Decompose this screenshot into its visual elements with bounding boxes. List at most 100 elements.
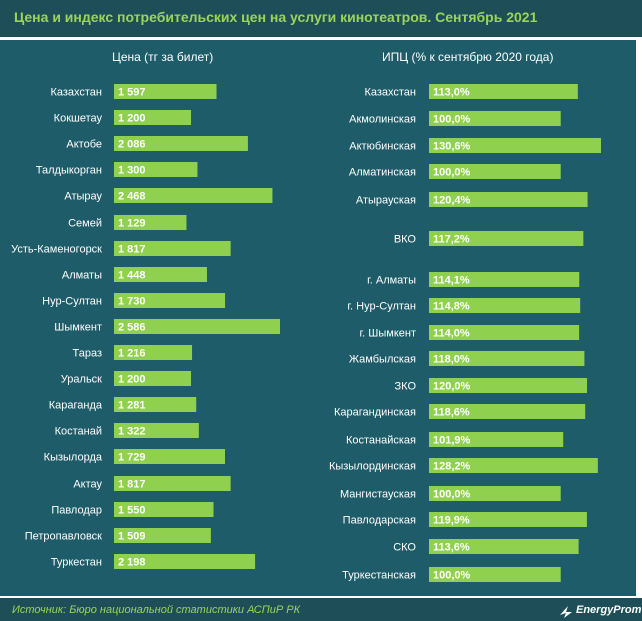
cpi-value-label: 120,4% — [433, 195, 471, 207]
cpi-bar — [429, 298, 581, 313]
price-bar — [114, 267, 207, 282]
price-category-label: Тараз — [73, 348, 103, 360]
price-bar — [114, 241, 231, 256]
cpi-bar — [429, 231, 584, 246]
price-category-label: Костанай — [55, 426, 102, 438]
price-value-label: 2 198 — [118, 557, 146, 569]
cpi-category-label: Костанайская — [346, 435, 416, 447]
price-value-label: 1 129 — [118, 218, 146, 230]
cpi-value-label: 114,8% — [433, 301, 470, 313]
cpi-bar — [429, 164, 561, 179]
price-value-label: 1 216 — [118, 348, 146, 360]
cpi-bar — [429, 111, 561, 126]
price-bar — [114, 476, 231, 491]
price-bar — [114, 502, 214, 517]
cpi-value-label: 114,1% — [433, 275, 470, 287]
cpi-category-label: Жамбылская — [349, 354, 416, 366]
cpi-category-label: г. Алматы — [367, 275, 416, 287]
price-value-label: 1 448 — [118, 270, 146, 282]
price-category-label: Талдыкорган — [36, 165, 102, 177]
cpi-category-label: Павлодарская — [343, 515, 416, 527]
price-bar — [114, 423, 199, 438]
price-bar — [114, 528, 211, 543]
cpi-category-label: ВКО — [394, 234, 417, 246]
cpi-bar — [429, 404, 586, 419]
price-bar — [114, 136, 248, 151]
price-value-label: 1 817 — [118, 479, 146, 491]
cpi-value-label: 117,2% — [433, 234, 470, 246]
cpi-bar — [429, 458, 598, 473]
cpi-value-label: 114,0% — [433, 328, 470, 340]
price-category-label: Казахстан — [50, 87, 102, 99]
price-category-label: Усть-Каменогорск — [11, 244, 102, 256]
cpi-value-label: 118,0% — [433, 354, 470, 366]
cpi-value-label: 130,6% — [433, 141, 471, 153]
price-value-label: 1 200 — [118, 374, 146, 386]
price-bar — [114, 188, 273, 203]
price-value-label: 1 281 — [118, 400, 146, 412]
cpi-value-label: 100,0% — [433, 167, 471, 179]
price-value-label: 1 729 — [118, 452, 146, 464]
cpi-category-label: Мангистауская — [340, 489, 416, 501]
cpi-bar — [429, 378, 588, 393]
price-category-label: Кокшетау — [54, 113, 103, 125]
price-value-label: 1 200 — [118, 113, 146, 125]
price-value-label: 2 468 — [118, 191, 146, 203]
cpi-value-label: 118,6% — [433, 407, 470, 419]
cpi-value-label: 120,0% — [433, 381, 471, 393]
price-value-label: 1 509 — [118, 531, 146, 543]
price-value-label: 1 730 — [118, 296, 146, 308]
price-bar — [114, 449, 225, 464]
price-chart-heading: Цена (тг за билет) — [112, 50, 214, 64]
cpi-category-label: г. Нур-Султан — [347, 301, 416, 313]
cpi-bar — [429, 567, 561, 582]
cpi-bar — [429, 272, 580, 287]
price-bar — [114, 345, 193, 360]
cpi-bar — [429, 84, 578, 99]
cpi-value-label: 119,9% — [433, 515, 470, 527]
price-bar — [114, 84, 217, 99]
chart-panel — [0, 40, 636, 596]
price-category-label: Караганда — [49, 400, 103, 412]
price-category-label: Туркестан — [51, 557, 102, 569]
price-bar — [114, 162, 198, 177]
energyprom-logo-icon — [560, 606, 572, 618]
cpi-category-label: СКО — [393, 542, 416, 554]
price-bar — [114, 110, 192, 125]
title-bar — [0, 0, 642, 37]
price-bar — [114, 371, 192, 386]
price-category-label: Петропавловск — [25, 531, 102, 543]
cpi-bar — [429, 539, 579, 554]
cpi-bar — [429, 138, 601, 153]
price-category-label: Павлодар — [51, 505, 102, 517]
cpi-category-label: Кызылординская — [329, 461, 416, 473]
price-category-label: Атырау — [64, 191, 102, 203]
cpi-category-label: Казахстан — [364, 87, 416, 99]
price-bar — [114, 397, 197, 412]
cpi-category-label: Алматинская — [349, 167, 416, 179]
cpi-chart-heading: ИПЦ (% к сентябрю 2020 года) — [382, 50, 554, 64]
price-category-label: Уральск — [61, 374, 102, 386]
price-value-label: 1 597 — [118, 87, 146, 99]
price-bar — [114, 215, 187, 230]
price-category-label: Семей — [68, 218, 102, 230]
price-value-label: 1 300 — [118, 165, 146, 177]
source-note: Источник: Бюро национальной статистики А… — [12, 604, 301, 616]
chart-title: Цена и индекс потребительских цен на усл… — [14, 9, 538, 25]
price-value-label: 1 322 — [118, 426, 146, 438]
cpi-category-label: г. Шымкент — [360, 328, 417, 340]
price-category-label: Нур-Султан — [42, 296, 102, 308]
cpi-category-label: Акмолинская — [349, 114, 416, 126]
cpi-value-label: 113,6% — [433, 542, 470, 554]
cpi-bar — [429, 486, 561, 501]
cpi-bar — [429, 325, 580, 340]
price-bar — [114, 554, 256, 569]
footer-bar — [0, 598, 642, 621]
cpi-bar — [429, 432, 564, 447]
cpi-value-label: 100,0% — [433, 489, 471, 501]
cpi-bar — [429, 351, 585, 366]
price-value-label: 1 550 — [118, 505, 146, 517]
cpi-category-label: ЗКО — [395, 381, 417, 393]
cpi-value-label: 101,9% — [433, 435, 471, 447]
